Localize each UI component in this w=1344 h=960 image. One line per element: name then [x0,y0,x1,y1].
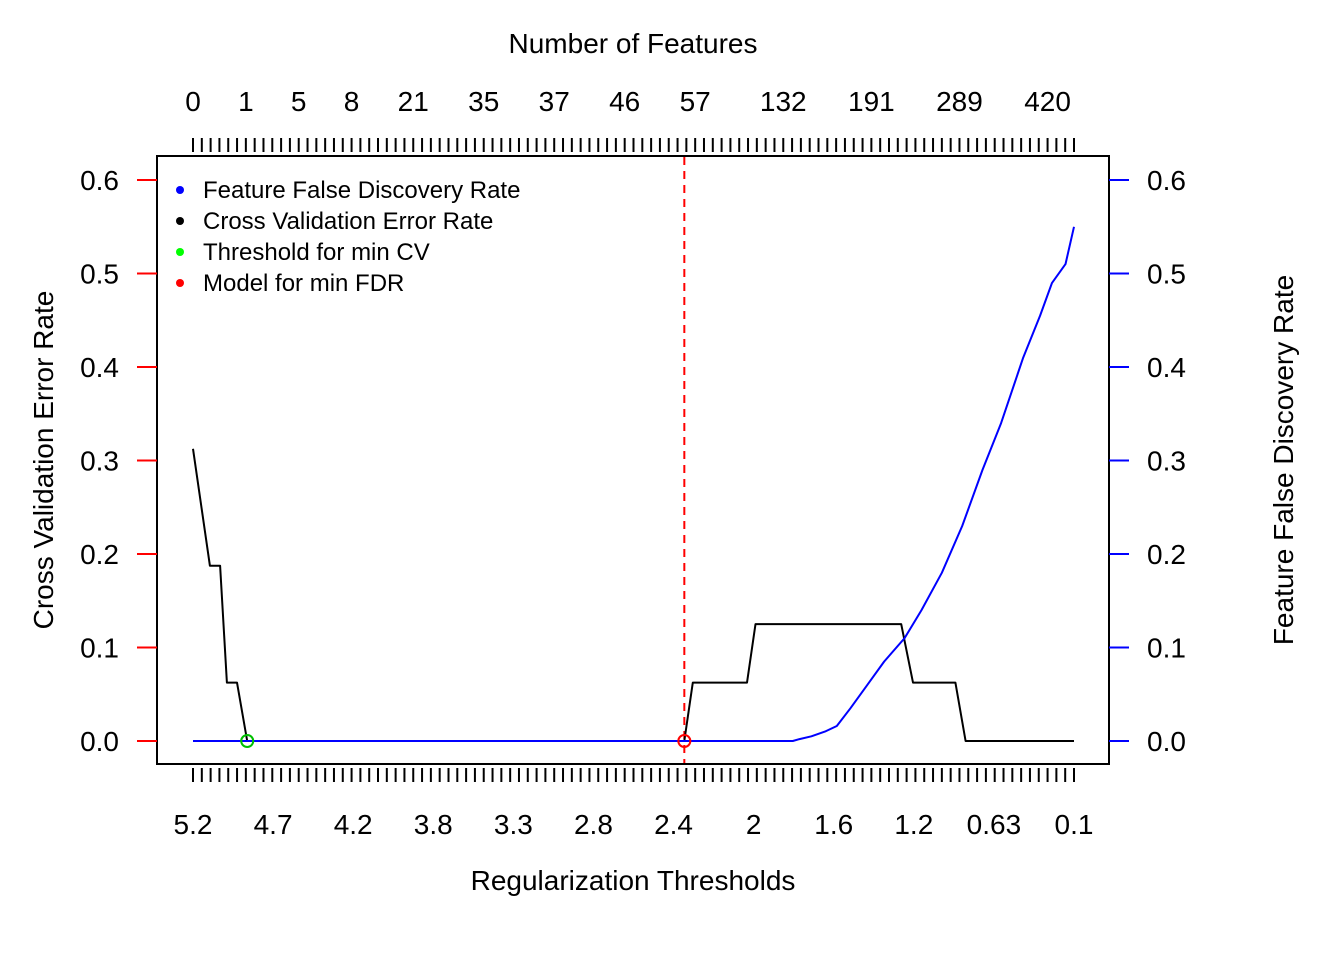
left-y-tick-label: 0.1 [80,633,119,664]
right-y-tick-label: 0.5 [1147,259,1186,290]
bottom-tick-label: 2 [746,809,762,840]
left-y-axis: 0.0 0.1 0.2 0.3 0.4 0.5 0.6 [80,165,157,757]
top-tick-label: 21 [398,86,429,117]
bottom-tick-label: 3.8 [414,809,453,840]
right-y-axis: 0.0 0.1 0.2 0.3 0.4 0.5 0.6 [1109,165,1186,757]
left-y-tick-label: 0.6 [80,165,119,196]
min-cv-threshold-marker [240,734,255,748]
top-tick-label: 46 [609,86,640,117]
left-y-tick-label: 0.0 [80,726,119,757]
right-y-tick-label: 0.4 [1147,352,1186,383]
top-tick-label: 35 [468,86,499,117]
legend-swatch [176,248,184,256]
legend-label: Cross Validation Error Rate [203,208,493,235]
right-y-tick-label: 0.1 [1147,633,1186,664]
legend-swatch [176,186,184,194]
top-tick-label: 132 [760,86,807,117]
right-y-axis-title: Feature False Discovery Rate [1268,275,1299,645]
top-tick-label: 1 [238,86,254,117]
right-y-tick-label: 0.3 [1147,446,1186,477]
left-y-tick-label: 0.5 [80,259,119,290]
top-tick-label: 5 [291,86,307,117]
bottom-tick-label: 1.2 [894,809,933,840]
legend-label: Feature False Discovery Rate [203,177,520,204]
left-y-tick-label: 0.2 [80,539,119,570]
bottom-tick-label: 0.63 [967,809,1022,840]
x-axis-title: Regularization Thresholds [471,865,796,896]
right-y-tick-label: 0.6 [1147,165,1186,196]
bottom-tick-label: 2.4 [654,809,693,840]
left-y-tick-label: 0.3 [80,446,119,477]
top-tick-label: 191 [848,86,895,117]
min-fdr-model-marker [677,734,692,748]
fdr-series-line [193,226,1075,742]
top-tick-label: 420 [1024,86,1071,117]
legend-label: Threshold for min CV [203,239,430,266]
legend-swatch [176,217,184,225]
legend-swatch [176,279,184,287]
bottom-x-axis: 5.2 4.7 4.2 3.8 3.3 2.8 2.4 2 1.6 1.2 0.63 0.1 [174,768,1094,840]
right-y-tick-label: 0.0 [1147,726,1186,757]
top-tick-label: 289 [936,86,983,117]
bottom-tick-label: 1.6 [814,809,853,840]
left-y-axis-title: Cross Validation Error Rate [28,291,59,630]
left-y-tick-label: 0.4 [80,352,119,383]
top-tick-label: 57 [680,86,711,117]
top-tick-label: 8 [344,86,360,117]
bottom-tick-label: 0.1 [1055,809,1094,840]
top-axis-title: Number of Features [509,28,758,59]
top-tick-label: 0 [185,86,201,117]
cv-error-series-line [192,448,1074,742]
bottom-tick-label: 5.2 [174,809,213,840]
series-layer [192,157,1075,763]
bottom-tick-label: 4.7 [254,809,293,840]
bottom-tick-label: 3.3 [494,809,533,840]
legend: Feature False Discovery Rate Cross Valida… [176,177,520,297]
top-tick-label: 37 [539,86,570,117]
bottom-tick-label: 2.8 [574,809,613,840]
top-x-axis: 0 1 5 8 21 35 37 46 57 132 191 289 420 [185,86,1075,152]
bottom-tick-label: 4.2 [334,809,373,840]
right-y-tick-label: 0.2 [1147,539,1186,570]
legend-label: Model for min FDR [203,270,404,297]
marker-layer [240,734,692,748]
